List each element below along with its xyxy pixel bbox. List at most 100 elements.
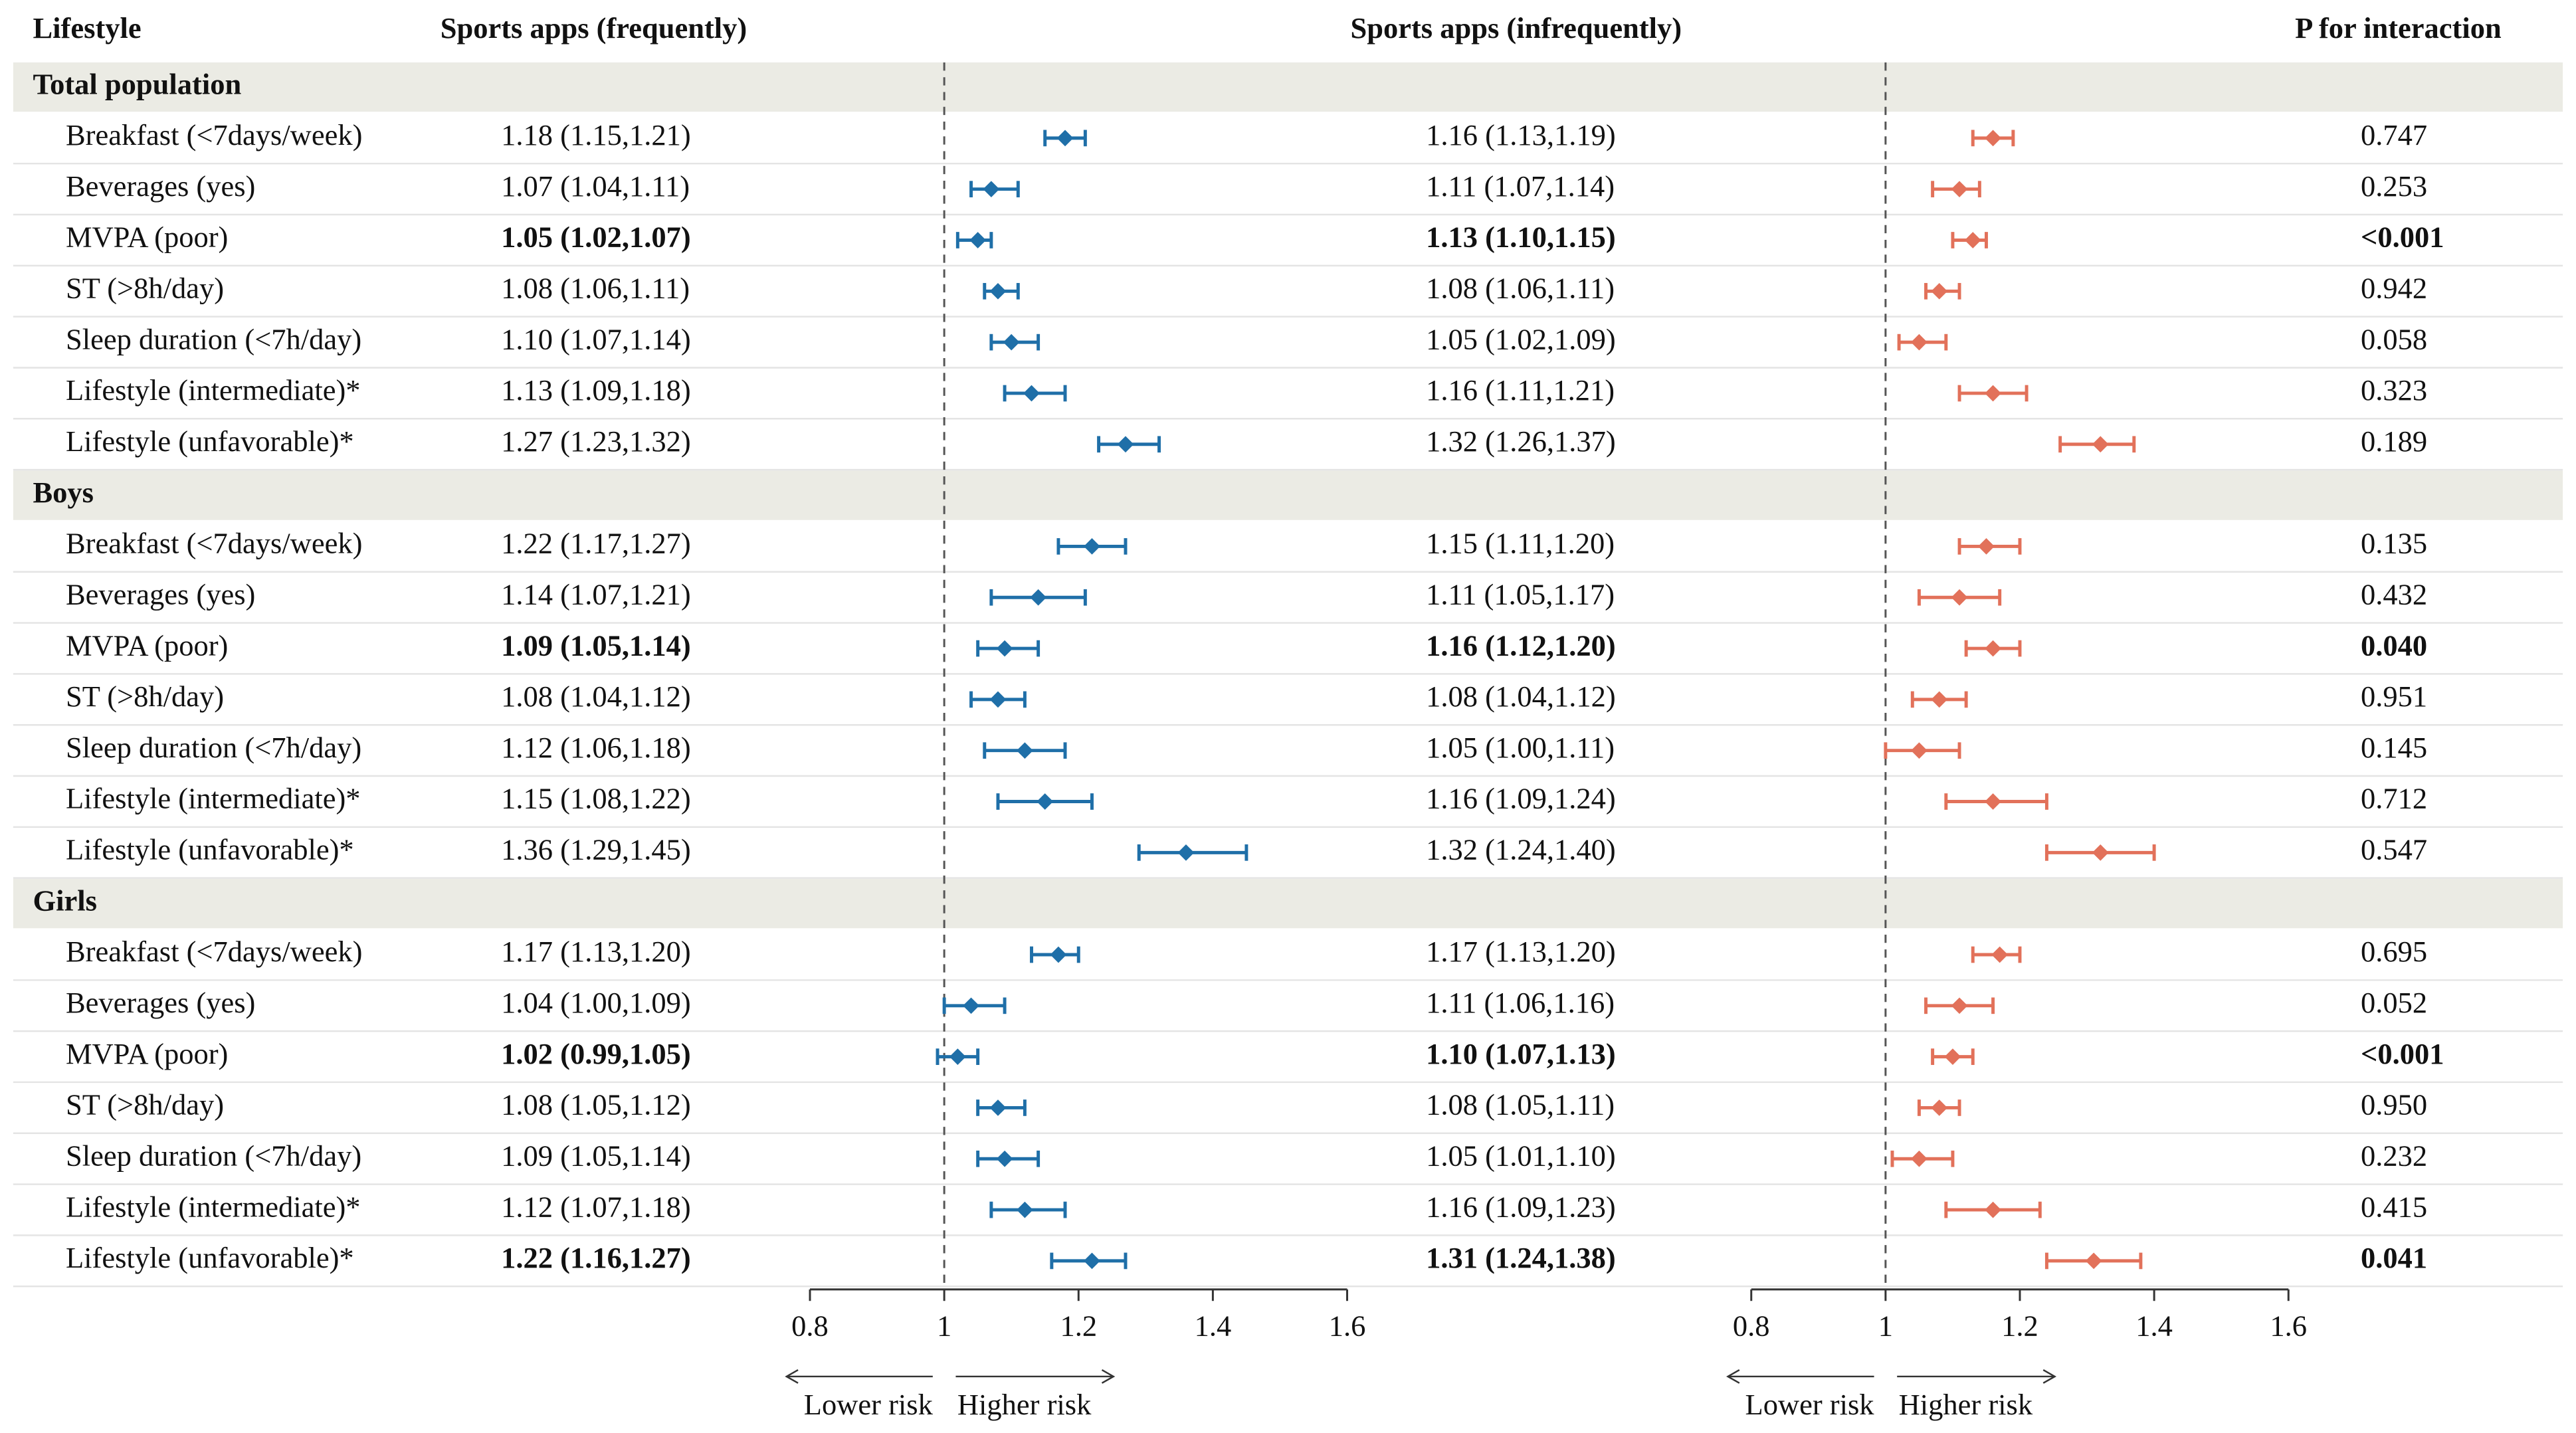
row-label: Sleep duration (<7h/day) [66,322,361,355]
row-label: Sleep duration (<7h/day) [66,731,361,764]
arrow-head [1726,1369,1740,1384]
lower-risk-label: Lower risk [1745,1388,1875,1421]
p-value: 0.232 [2361,1139,2427,1172]
estimate-text: 1.04 (1.00,1.09) [501,986,691,1019]
point-estimate [1985,130,2001,147]
estimate-text: 1.16 (1.09,1.23) [1426,1190,1616,1223]
x-tick-label: 1.2 [2001,1309,2038,1342]
estimate-text: 1.11 (1.07,1.14) [1426,169,1615,203]
point-estimate [1030,589,1046,606]
p-value: 0.052 [2361,986,2427,1019]
estimate-text: 1.17 (1.13,1.20) [501,935,691,968]
estimate-text: 1.12 (1.06,1.18) [501,731,691,764]
estimate-text: 1.15 (1.11,1.20) [1426,527,1615,560]
estimate-text: 1.15 (1.08,1.22) [501,782,691,815]
estimate-text: 1.05 (1.00,1.11) [1426,731,1615,764]
point-estimate [1951,997,1968,1014]
group-band [13,62,2563,112]
row-label: Lifestyle (intermediate)* [66,373,361,407]
point-estimate [1084,538,1100,555]
estimate-text: 1.22 (1.17,1.27) [501,527,691,560]
estimate-text: 1.16 (1.12,1.20) [1426,628,1616,662]
estimate-text: 1.18 (1.15,1.21) [501,118,691,151]
higher-risk-label: Higher risk [1899,1388,2033,1421]
p-value: 0.145 [2361,731,2427,764]
row-label: Lifestyle (unfavorable)* [66,833,354,866]
point-estimate [1017,1201,1033,1218]
p-value: 0.058 [2361,322,2427,355]
higher-risk-label: Higher risk [957,1388,1092,1421]
row-label: Breakfast (<7days/week) [66,118,362,151]
row-label: Breakfast (<7days/week) [66,527,362,560]
estimate-text: 1.16 (1.09,1.24) [1426,782,1616,815]
x-tick-label: 1.6 [1329,1309,1366,1342]
point-estimate [1931,1099,1948,1116]
row-label: ST (>8h/day) [66,680,224,713]
point-estimate [989,282,1007,300]
x-tick-label: 1.4 [2135,1309,2173,1342]
p-value: 0.950 [2361,1088,2427,1121]
estimate-text: 1.08 (1.06,1.11) [1426,272,1615,305]
x-tick-label: 1.6 [2270,1309,2307,1342]
x-tick-label: 1.4 [1195,1309,1232,1342]
row-label: MVPA (poor) [66,628,228,662]
point-estimate [1991,946,2009,963]
estimate-text: 1.08 (1.06,1.11) [501,272,690,305]
point-estimate [1931,691,1948,708]
estimate-text: 1.02 (0.99,1.05) [501,1037,691,1070]
estimate-text: 1.08 (1.05,1.11) [1426,1088,1615,1121]
point-estimate [1978,538,1995,555]
point-estimate [963,997,979,1014]
p-value: 0.432 [2361,577,2427,611]
point-estimate [983,181,1000,198]
estimate-text: 1.31 (1.24,1.38) [1426,1241,1616,1274]
p-value: 0.547 [2361,833,2427,866]
point-estimate [1951,181,1968,198]
point-estimate [2092,436,2109,453]
row-label: Beverages (yes) [66,986,255,1019]
point-estimate [1117,436,1134,453]
point-estimate [1177,844,1195,861]
point-estimate [1985,640,2001,657]
point-estimate [1050,946,1067,963]
p-value: 0.323 [2361,373,2427,407]
p-value: 0.942 [2361,272,2427,305]
p-value: 0.041 [2361,1241,2427,1274]
row-label: Beverages (yes) [66,169,255,203]
point-estimate [1985,1201,2001,1218]
estimate-text: 1.11 (1.05,1.17) [1426,577,1615,611]
point-estimate [1911,334,1928,351]
point-estimate [1911,742,1928,759]
x-tick-label: 0.8 [1733,1309,1770,1342]
point-estimate [2092,844,2109,861]
estimate-text: 1.22 (1.16,1.27) [501,1241,691,1274]
estimate-text: 1.32 (1.24,1.40) [1426,833,1616,866]
estimate-text: 1.13 (1.09,1.18) [501,373,691,407]
point-estimate [1951,589,1968,606]
group-label: Total population [33,67,242,100]
estimate-text: 1.10 (1.07,1.14) [501,322,691,355]
estimate-text: 1.09 (1.05,1.14) [501,1139,691,1172]
row-label: Breakfast (<7days/week) [66,935,362,968]
group-band [13,470,2563,520]
estimate-text: 1.05 (1.02,1.09) [1426,322,1616,355]
group-band [13,879,2563,929]
estimate-text: 1.36 (1.29,1.45) [501,833,691,866]
arrow-head [785,1369,799,1384]
estimate-text: 1.05 (1.01,1.10) [1426,1139,1616,1172]
column-header: P for interaction [2295,11,2502,45]
arrow-head [1101,1369,1116,1384]
estimate-text: 1.13 (1.10,1.15) [1426,221,1616,254]
x-tick-label: 1 [1878,1309,1893,1342]
point-estimate [1023,385,1040,402]
p-value: 0.695 [2361,935,2427,968]
p-value: 0.040 [2361,628,2427,662]
point-estimate [1037,793,1054,810]
estimate-text: 1.14 (1.07,1.21) [501,577,691,611]
point-estimate [1985,385,2001,402]
p-value: 0.189 [2361,425,2427,458]
p-value: 0.253 [2361,169,2427,203]
row-label: Lifestyle (unfavorable)* [66,425,354,458]
estimate-text: 1.12 (1.07,1.18) [501,1190,691,1223]
p-value: 0.712 [2361,782,2427,815]
